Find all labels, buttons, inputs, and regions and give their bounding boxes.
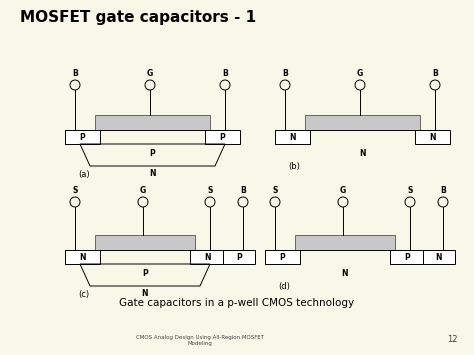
Bar — [95, 115, 210, 130]
Bar — [275, 130, 310, 144]
Text: G: G — [340, 186, 346, 195]
Text: B: B — [282, 69, 288, 78]
Text: P: P — [219, 132, 225, 142]
Text: N: N — [436, 252, 442, 262]
Bar — [423, 250, 455, 264]
Text: (a): (a) — [78, 170, 90, 179]
Bar — [415, 130, 450, 144]
Text: P: P — [142, 269, 148, 279]
Text: S: S — [73, 186, 78, 195]
Bar — [65, 250, 100, 264]
Text: P: P — [405, 252, 410, 262]
Text: G: G — [140, 186, 146, 195]
Text: S: S — [407, 186, 413, 195]
Text: B: B — [222, 69, 228, 78]
Text: N: N — [429, 132, 436, 142]
Bar — [95, 235, 195, 250]
Text: B: B — [432, 69, 438, 78]
Text: (b): (b) — [288, 162, 300, 171]
Text: N: N — [289, 132, 296, 142]
Text: S: S — [207, 186, 213, 195]
Bar — [65, 130, 100, 144]
Text: N: N — [359, 149, 366, 158]
Text: B: B — [72, 69, 78, 78]
Bar — [390, 250, 425, 264]
Text: G: G — [147, 69, 153, 78]
Text: S: S — [272, 186, 278, 195]
Bar — [190, 250, 225, 264]
Text: Gate capacitors in a p-well CMOS technology: Gate capacitors in a p-well CMOS technol… — [119, 298, 355, 308]
Text: P: P — [150, 149, 155, 158]
Text: (c): (c) — [78, 290, 89, 299]
Text: G: G — [357, 69, 363, 78]
Text: B: B — [440, 186, 446, 195]
Bar — [305, 115, 420, 130]
Text: N: N — [142, 289, 148, 297]
Bar — [205, 130, 240, 144]
Text: P: P — [280, 252, 285, 262]
Text: 12: 12 — [447, 335, 458, 344]
Text: P: P — [80, 132, 85, 142]
Text: P: P — [236, 252, 242, 262]
Text: CMOS Analog Design Using All-Region MOSFET
Modeling: CMOS Analog Design Using All-Region MOSF… — [136, 335, 264, 346]
Text: N: N — [79, 252, 86, 262]
Text: N: N — [342, 269, 348, 279]
Text: MOSFET gate capacitors - 1: MOSFET gate capacitors - 1 — [20, 10, 256, 25]
Bar — [295, 235, 395, 250]
Text: N: N — [149, 169, 156, 178]
Bar — [223, 250, 255, 264]
Text: B: B — [240, 186, 246, 195]
Text: N: N — [204, 252, 211, 262]
Text: (d): (d) — [278, 282, 290, 291]
Bar — [265, 250, 300, 264]
